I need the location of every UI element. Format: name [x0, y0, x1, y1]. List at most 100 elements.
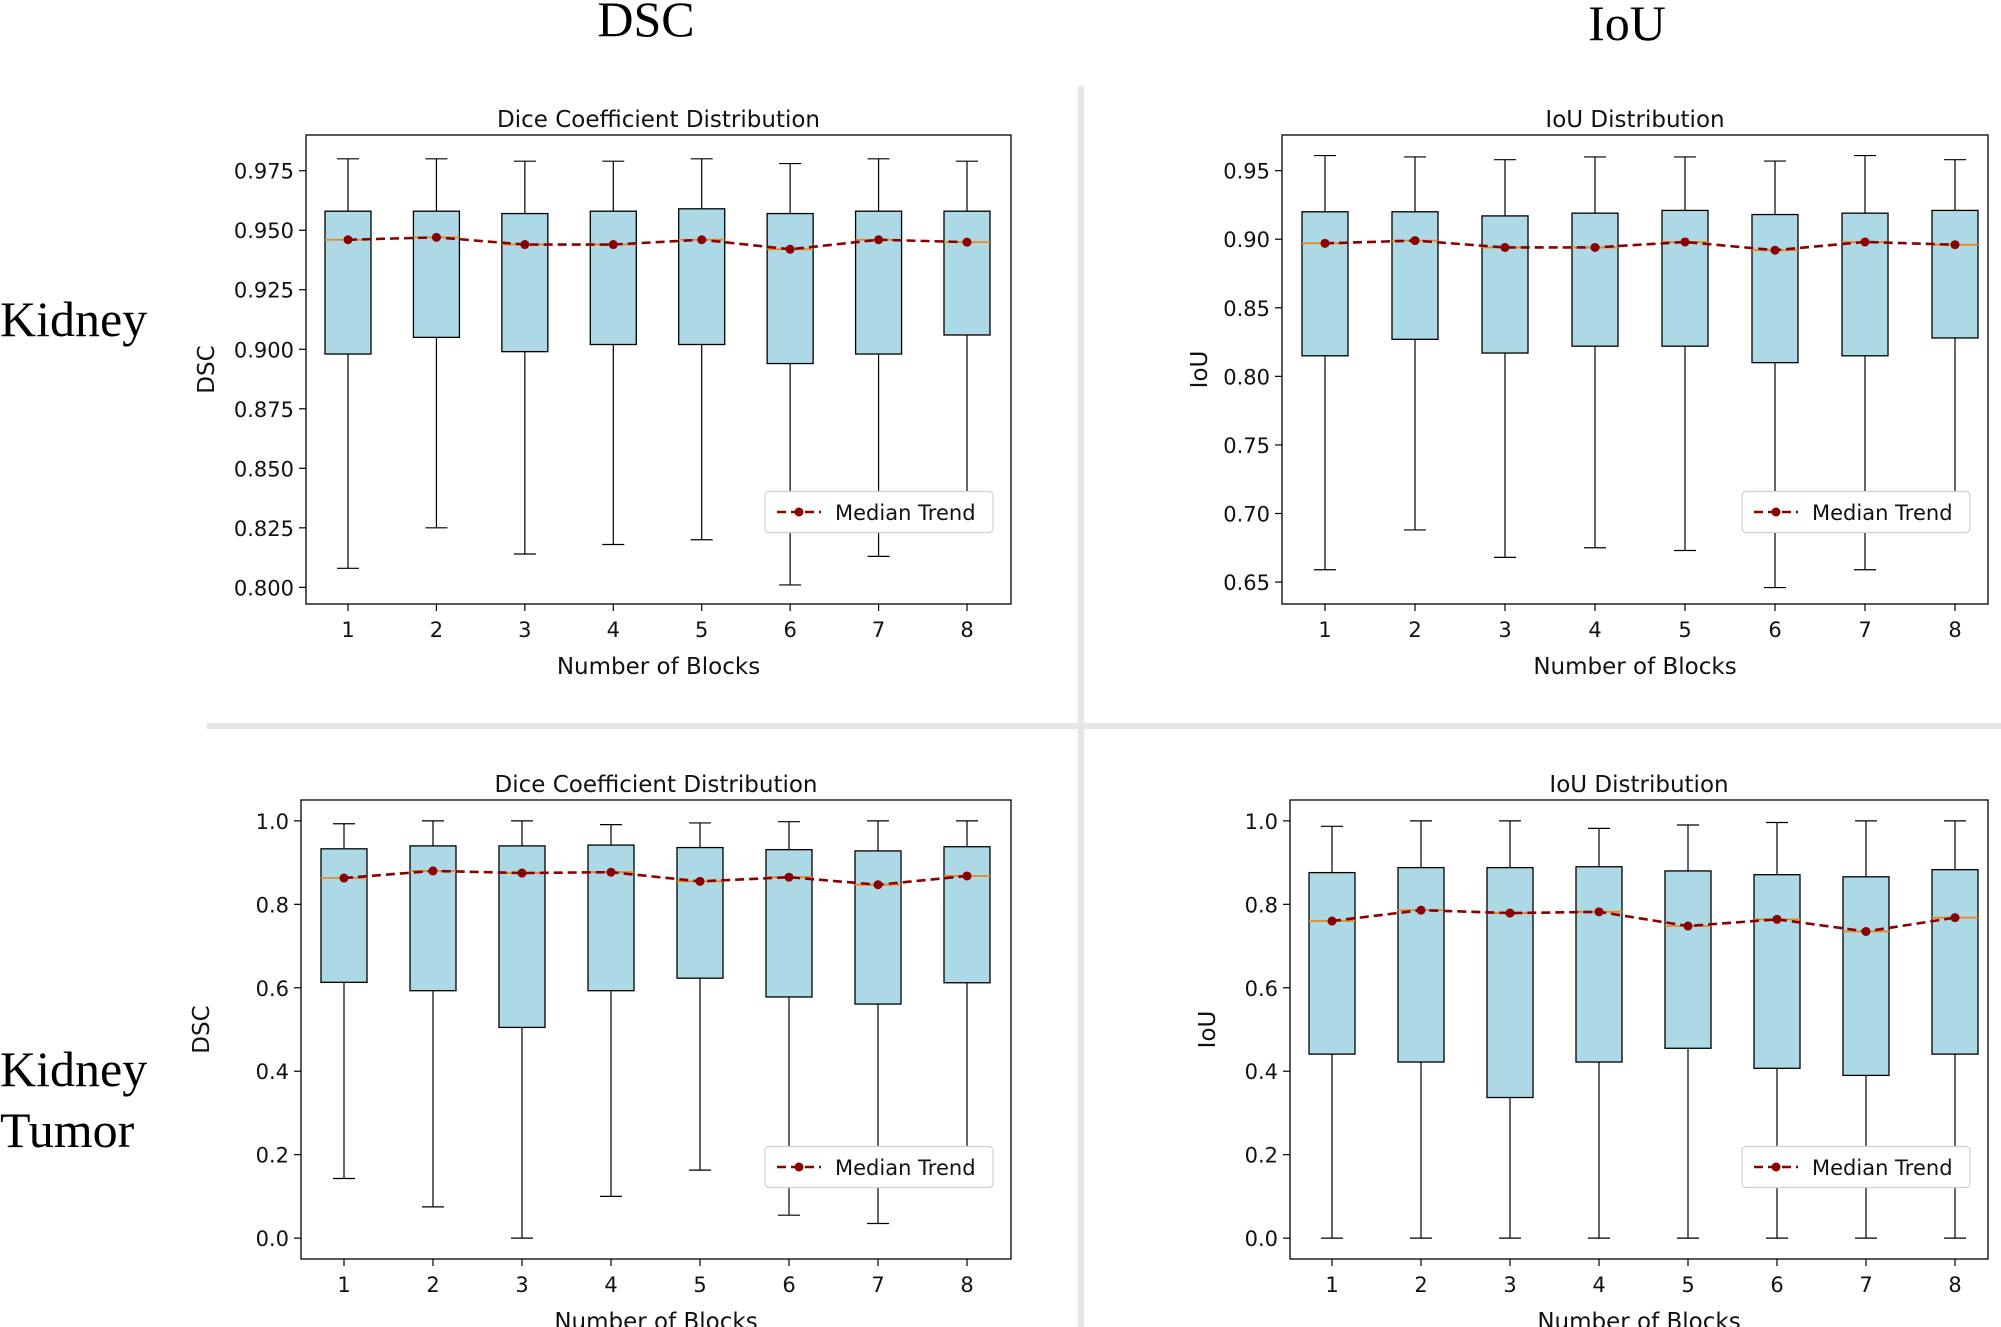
- x-tick-label: 5: [1681, 1273, 1694, 1297]
- y-tick-label: 0.900: [234, 338, 294, 362]
- median-trend-marker: [784, 872, 794, 882]
- x-tick-label: 1: [1325, 1273, 1338, 1297]
- y-tick-label: 0.8: [256, 893, 289, 917]
- y-tick-label: 0.4: [256, 1060, 289, 1084]
- x-tick-label: 7: [1858, 618, 1871, 642]
- legend-label: Median Trend: [835, 1156, 976, 1180]
- median-trend-line: [343, 869, 968, 887]
- box-iqr: [1753, 874, 1801, 1069]
- box-iqr: [1397, 866, 1445, 1063]
- box-iqr: [943, 210, 991, 336]
- box-iqr: [1571, 212, 1619, 347]
- box-iqr: [1308, 871, 1356, 1055]
- x-tick-label: 6: [1768, 618, 1781, 642]
- row-title-kidney-tumor-line2: Tumor: [0, 1102, 135, 1158]
- y-tick-label: 0.6: [1245, 977, 1278, 1001]
- median-trend-marker: [1772, 914, 1782, 924]
- median-trend-line: [1331, 908, 1956, 933]
- box-iqr: [1391, 211, 1439, 340]
- y-tick-label: 0.75: [1223, 434, 1270, 458]
- y-tick-label: 0.950: [234, 219, 294, 243]
- median-trend-marker: [695, 876, 705, 886]
- y-axis-label: IoU: [1187, 351, 1213, 389]
- median-trend-marker: [1683, 921, 1693, 931]
- median-trend-marker: [343, 235, 353, 245]
- median-trend-marker: [1500, 242, 1510, 252]
- x-tick-label: 1: [341, 618, 354, 642]
- median-trend-marker: [1594, 907, 1604, 917]
- y-axis-label: DSC: [194, 345, 220, 393]
- median-trend-marker: [697, 235, 707, 245]
- median-trend-marker: [1505, 908, 1515, 918]
- box-iqr: [1841, 212, 1889, 357]
- chart-kidney-iou: 0.65 0.70 0.75 0.80 0.85 0.90 0.95 1 2 3 4 5 6 7 8 IoU …: [1187, 107, 1989, 680]
- box-iqr: [1931, 209, 1979, 339]
- chart-title: IoU Distribution: [1545, 107, 1724, 133]
- legend-frame: [1741, 1145, 1971, 1189]
- box-iqr: [320, 848, 368, 983]
- y-tick-label: 0.6: [256, 977, 289, 1001]
- box-iqr: [1751, 213, 1799, 364]
- x-axis-label: Number of Blocks: [1533, 654, 1736, 680]
- x-tick-label: 3: [518, 618, 531, 642]
- median-trend-marker: [962, 237, 972, 247]
- box-iqr: [766, 212, 814, 365]
- median-trend-marker: [1590, 242, 1600, 252]
- x-tick-label: 5: [695, 618, 708, 642]
- median-trend-marker: [1416, 905, 1426, 915]
- y-tick-label: 0.0: [1245, 1227, 1278, 1251]
- x-tick-label: 1: [337, 1273, 350, 1297]
- plot-frame: [305, 134, 1012, 605]
- x-tick-label: 2: [1414, 1273, 1427, 1297]
- box-iqr: [854, 850, 902, 1005]
- column-title-iou: IoU: [1588, 0, 1666, 51]
- x-tick-label: 4: [604, 1273, 617, 1297]
- x-tick-label: 7: [1859, 1273, 1872, 1297]
- legend-label: Median Trend: [835, 501, 976, 525]
- x-tick-label: 5: [693, 1273, 706, 1297]
- median-trend-line: [347, 236, 968, 251]
- box-iqr: [676, 846, 724, 979]
- y-tick-label: 0.70: [1223, 502, 1270, 526]
- row-title-kidney: Kidney: [0, 291, 147, 347]
- legend-frame: [1741, 490, 1971, 534]
- box-iqr: [1661, 209, 1709, 347]
- y-tick-label: 0.925: [234, 279, 294, 303]
- box-iqr: [854, 210, 903, 355]
- box-iqr: [1301, 211, 1349, 357]
- x-tick-label: 6: [782, 1273, 795, 1297]
- x-axis-label: Number of Blocks: [1537, 1309, 1740, 1327]
- box-iqr: [324, 210, 372, 355]
- median-trend-marker: [606, 867, 616, 877]
- row-title-kidney-tumor-line1: Kidney: [0, 1041, 147, 1097]
- y-tick-label: 0.8: [1245, 893, 1278, 917]
- y-tick-label: 0.875: [234, 398, 294, 422]
- y-tick-label: 0.2: [256, 1144, 289, 1168]
- median-trend-marker: [962, 871, 972, 881]
- box-iqr: [412, 210, 461, 339]
- median-trend-marker: [1680, 237, 1690, 247]
- x-tick-label: 8: [960, 1273, 973, 1297]
- x-tick-label: 7: [872, 618, 885, 642]
- x-tick-label: 8: [1948, 618, 1961, 642]
- median-trend-marker: [520, 240, 530, 250]
- legend-label: Median Trend: [1812, 1156, 1953, 1180]
- y-tick-label: 0.65: [1223, 571, 1270, 595]
- median-trend-marker: [874, 235, 884, 245]
- legend: Median Trend: [764, 1145, 994, 1189]
- box-iqr: [943, 846, 991, 984]
- legend-frame: [764, 1145, 994, 1189]
- median-trend-marker: [1861, 926, 1871, 936]
- median-trend-marker: [1410, 236, 1420, 246]
- legend: Median Trend: [1741, 490, 1971, 534]
- y-tick-label: 1.0: [1245, 810, 1278, 834]
- box-iqr: [1664, 870, 1712, 1049]
- median-trend-marker: [431, 232, 441, 242]
- x-tick-label: 6: [1770, 1273, 1783, 1297]
- x-tick-label: 5: [1678, 618, 1691, 642]
- chart-title: Dice Coefficient Distribution: [495, 772, 818, 798]
- box-iqr: [765, 849, 813, 998]
- y-tick-label: 0.85: [1223, 297, 1270, 321]
- chart-tumor-dsc: 0.0 0.2 0.4 0.6 0.8 1.0 1 2 3 4 5 6 7 8 Dice Coefficie…: [189, 772, 1012, 1327]
- column-title-dsc: DSC: [597, 0, 694, 47]
